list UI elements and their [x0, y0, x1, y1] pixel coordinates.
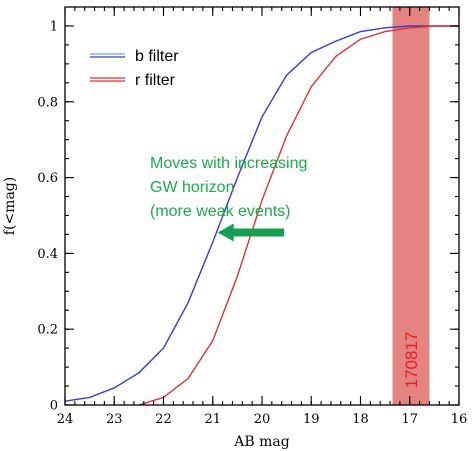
x-tick-label: 22 — [155, 412, 172, 427]
y-tick-label: 0.6 — [37, 171, 58, 186]
x-axis-label: AB mag — [233, 434, 289, 450]
x-tick-label: 17 — [401, 412, 418, 427]
y-axis-label: f(<mag) — [2, 177, 18, 235]
band-label: 170817 — [402, 332, 421, 389]
highlight-band — [392, 7, 430, 405]
annotation-line: Moves with increasing — [150, 155, 307, 172]
series-line-r-filter — [138, 25, 459, 406]
x-tick-label: 19 — [303, 412, 320, 427]
y-tick-label: 0.4 — [37, 247, 58, 262]
x-tick-label: 18 — [352, 412, 369, 427]
legend-label: r filter — [135, 72, 176, 89]
x-tick-label: 16 — [451, 412, 468, 427]
y-tick-label: 0.8 — [37, 95, 58, 110]
y-tick-label: 0.2 — [37, 323, 58, 338]
curve-layer — [64, 25, 459, 406]
x-tick-label: 23 — [106, 412, 123, 427]
x-tick-label: 20 — [254, 412, 271, 427]
x-tick-label: 24 — [57, 412, 74, 427]
legend-label: b filter — [135, 48, 179, 65]
y-tick-label: 0 — [50, 399, 58, 414]
x-tick-label: 21 — [204, 412, 221, 427]
legend: b filter r filter — [90, 48, 179, 89]
annotation-layer: Moves with increasing GW horizon (more wea… — [150, 155, 307, 242]
annotation-line: GW horizon — [150, 179, 234, 196]
y-tick-label: 1 — [50, 19, 58, 34]
band-layer: 170817 — [392, 7, 430, 405]
tick-layer: 24 23 22 21 20 19 18 17 16 0 0.2 0.4 0.6 0.8 1 — [37, 7, 467, 427]
series-line-b-filter — [64, 25, 459, 402]
arrow-head — [217, 223, 234, 242]
annotation-line: (more weak events) — [150, 203, 291, 220]
